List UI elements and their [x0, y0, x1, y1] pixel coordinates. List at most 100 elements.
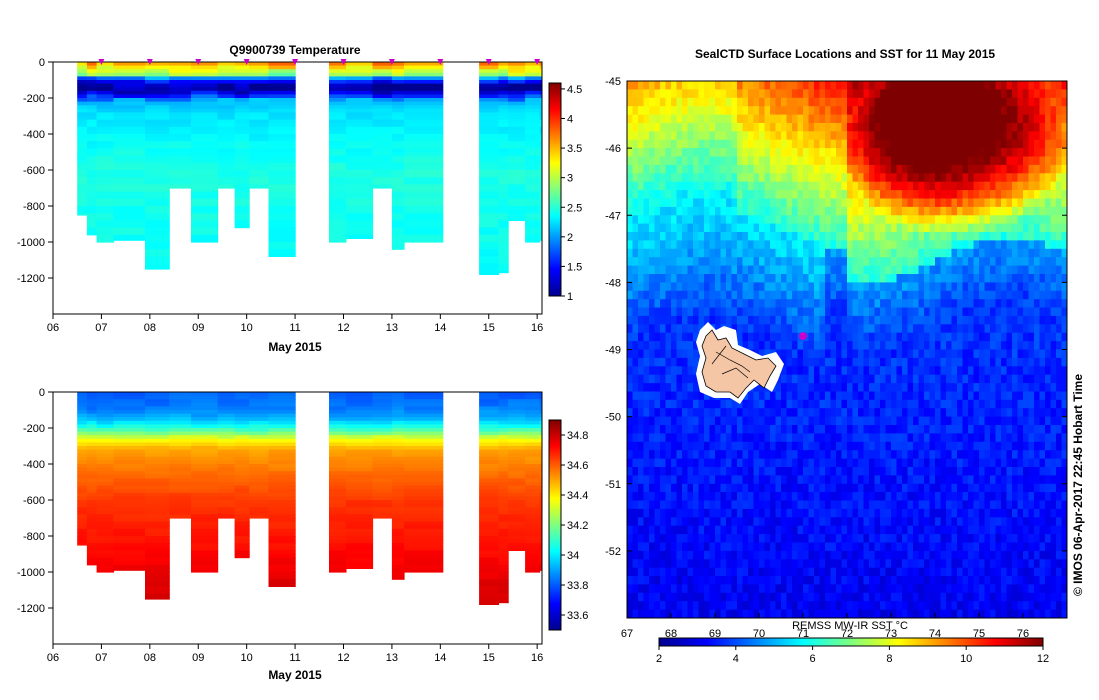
profile-cell: [329, 428, 347, 433]
sst-cell: [693, 232, 700, 241]
sst-cell: [984, 265, 991, 275]
profile-cell: [145, 83, 170, 88]
sst-cell: [676, 114, 683, 124]
sst-cell: [973, 97, 980, 107]
sst-cell: [874, 156, 881, 166]
sst-cell: [649, 215, 656, 225]
sst-cell: [836, 265, 843, 275]
sst-cell: [913, 131, 920, 141]
sst-cell: [902, 357, 909, 367]
sst-cell: [1006, 257, 1013, 267]
sst-cell: [1039, 324, 1046, 334]
sst-cell: [759, 299, 766, 309]
sst-cell: [709, 223, 716, 233]
sst-cell: [918, 190, 925, 200]
sst-cell: [792, 97, 799, 107]
sst-cell: [671, 248, 678, 258]
sst-cell: [770, 290, 777, 300]
profile-cell: [479, 224, 500, 229]
sst-cell: [825, 97, 832, 107]
sst-cell: [1023, 148, 1030, 158]
profile-cell: [508, 417, 526, 422]
sst-cell: [665, 97, 672, 107]
profile-cell: [479, 270, 500, 275]
profile-cell: [498, 108, 509, 113]
sst-cell: [990, 282, 997, 292]
sst-cell: [1050, 215, 1057, 225]
profile-cell: [96, 188, 115, 193]
sst-cell: [665, 181, 672, 191]
profile-cell: [96, 471, 115, 476]
profile-cell: [268, 195, 296, 200]
sst-cell: [1012, 206, 1019, 216]
sst-cell: [891, 81, 898, 90]
profile-cell: [191, 492, 219, 497]
sst-cell: [924, 366, 931, 376]
sst-cell: [874, 274, 881, 283]
profile-cell: [404, 112, 444, 117]
profile-cell: [525, 130, 541, 135]
sst-cell: [836, 290, 843, 300]
profile-cell: [169, 119, 192, 124]
profile-cell: [113, 399, 146, 404]
sst-cell: [687, 290, 694, 300]
sst-cell: [830, 265, 837, 275]
profile-cell: [96, 119, 115, 124]
sst-cell: [632, 265, 639, 275]
sst-cell: [687, 223, 694, 233]
profile-cell: [96, 159, 115, 164]
profile-cell: [539, 503, 542, 508]
profile-cell: [404, 460, 444, 465]
profile-cell: [525, 431, 541, 436]
profile-cell: [404, 528, 444, 533]
profile-cell: [345, 474, 374, 479]
sst-cell: [649, 282, 656, 292]
profile-cell: [217, 431, 236, 436]
profile-cell: [169, 510, 192, 515]
sst-cell: [797, 190, 804, 200]
sst-cell: [1006, 324, 1013, 334]
sst-cell: [1034, 81, 1041, 90]
profile-cell: [372, 116, 393, 121]
sst-cell: [885, 190, 892, 200]
profile-cell: [86, 543, 98, 548]
sst-cell: [863, 265, 870, 275]
sst-cell: [632, 357, 639, 367]
sst-cell: [715, 181, 722, 191]
sst-cell: [797, 223, 804, 233]
profile-cell: [145, 431, 170, 436]
profile-cell: [479, 245, 500, 250]
sst-cell: [682, 257, 689, 267]
profile-cell: [77, 478, 88, 483]
profile-cell: [329, 209, 347, 214]
sst-cell: [984, 299, 991, 309]
sst-cell: [748, 131, 755, 141]
sst-cell: [753, 114, 760, 124]
sst-cell: [660, 248, 667, 258]
profile-cell: [479, 137, 500, 142]
sst-cell: [660, 198, 667, 208]
profile-cell: [96, 438, 115, 443]
profile-cell: [86, 539, 98, 544]
profile-cell: [217, 80, 236, 85]
sst-cell: [913, 181, 920, 191]
sst-cell: [968, 198, 975, 208]
sst-cell: [1023, 240, 1030, 250]
sst-cell: [1045, 307, 1052, 317]
sst-cell: [1028, 265, 1035, 275]
sst-cell: [709, 290, 716, 300]
sst-cell: [814, 274, 821, 283]
sst-cell: [858, 156, 865, 166]
profile-cell: [498, 270, 509, 274]
sst-cell: [984, 89, 991, 99]
profile-cell: [479, 152, 500, 157]
profile-cell: [86, 188, 98, 193]
profile-cell: [145, 87, 170, 92]
sst-cell: [968, 248, 975, 258]
sst-cell: [1017, 164, 1024, 174]
sst-cell: [1045, 265, 1052, 275]
profile-cell: [539, 492, 542, 497]
profile-cell: [169, 514, 192, 519]
sst-cell: [742, 240, 749, 250]
sst-cell: [753, 131, 760, 141]
